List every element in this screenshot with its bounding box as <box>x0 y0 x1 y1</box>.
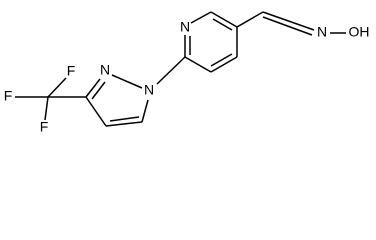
atom-label: OH <box>349 24 370 40</box>
bond <box>212 18 233 31</box>
bond <box>236 11 264 28</box>
bond <box>44 96 49 121</box>
bond <box>210 53 233 67</box>
bond <box>156 56 186 85</box>
structure-diagram: N N N F F F N OH <box>4 11 370 135</box>
bond <box>141 99 149 123</box>
atom-label: N <box>144 82 154 98</box>
bond <box>210 11 238 28</box>
bonds <box>15 11 346 127</box>
bond <box>85 78 101 98</box>
atom-labels: N N N F F F N OH <box>4 19 370 135</box>
bond <box>109 116 140 122</box>
atom-label: N <box>100 62 110 78</box>
bond <box>262 16 313 36</box>
bond <box>91 81 106 100</box>
bond <box>85 96 107 127</box>
atom-label: N <box>180 19 190 35</box>
bond <box>184 56 212 73</box>
bond <box>105 121 143 127</box>
bond <box>111 74 143 89</box>
bond <box>210 56 238 73</box>
bond <box>262 11 315 31</box>
atom-label: F <box>67 63 76 79</box>
bond <box>190 11 212 24</box>
atom-label: N <box>317 24 327 40</box>
atom-label: F <box>40 119 49 135</box>
bond <box>47 77 67 98</box>
atom-label: F <box>4 88 13 104</box>
